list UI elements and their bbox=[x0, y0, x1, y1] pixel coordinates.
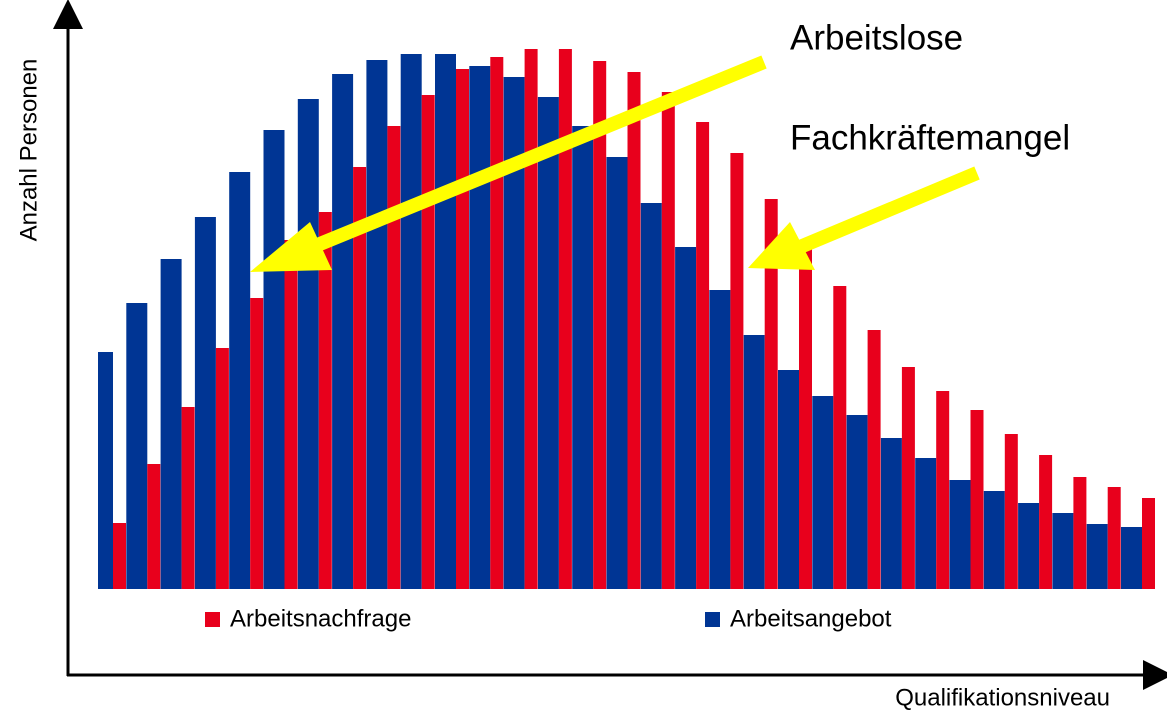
bar bbox=[229, 172, 251, 589]
arrow bbox=[748, 166, 980, 270]
bar bbox=[743, 335, 765, 589]
bar bbox=[537, 97, 559, 589]
bar bbox=[867, 330, 881, 589]
legend-label: Arbeitsnachfrage bbox=[230, 605, 411, 632]
arrow bbox=[250, 55, 767, 272]
bar bbox=[387, 126, 401, 589]
bar bbox=[696, 122, 710, 589]
bar bbox=[524, 49, 538, 589]
bar bbox=[1052, 513, 1074, 589]
bar bbox=[640, 203, 662, 589]
bar bbox=[1142, 498, 1155, 589]
bar bbox=[194, 217, 216, 589]
bar bbox=[366, 60, 388, 589]
bar bbox=[1004, 434, 1018, 589]
bar bbox=[833, 286, 847, 589]
bar bbox=[627, 72, 641, 589]
bar bbox=[263, 130, 285, 589]
bar bbox=[1018, 503, 1040, 589]
legend-swatch bbox=[205, 612, 220, 627]
legend-swatch bbox=[705, 612, 720, 627]
bar bbox=[1121, 527, 1142, 589]
bar bbox=[1039, 455, 1053, 589]
bar bbox=[778, 370, 799, 589]
bar bbox=[284, 240, 298, 589]
bar bbox=[572, 126, 594, 589]
bar bbox=[1107, 487, 1121, 589]
y-axis-label: Anzahl Personen bbox=[15, 59, 42, 242]
bar bbox=[490, 57, 504, 589]
bar bbox=[799, 241, 812, 589]
bar bbox=[181, 407, 195, 589]
bar bbox=[250, 298, 264, 589]
bar bbox=[400, 54, 422, 589]
bar bbox=[98, 352, 113, 589]
bar bbox=[297, 99, 319, 589]
bar bbox=[353, 167, 367, 589]
bar bbox=[730, 153, 744, 589]
bar bbox=[915, 458, 937, 589]
legend: Arbeitsnachfrage Arbeitsangebot bbox=[205, 605, 892, 632]
bar bbox=[880, 438, 902, 589]
bar bbox=[215, 348, 229, 589]
bar bbox=[469, 66, 491, 589]
bar bbox=[318, 212, 332, 589]
bar bbox=[983, 491, 1005, 589]
bar bbox=[332, 74, 354, 589]
bar bbox=[1086, 524, 1108, 589]
bar bbox=[812, 396, 834, 589]
bar bbox=[147, 464, 161, 589]
x-axis-label: Qualifikationsniveau bbox=[895, 684, 1110, 711]
bar bbox=[901, 367, 915, 589]
bar bbox=[709, 290, 731, 589]
annotation: Fachkräftemangel bbox=[790, 118, 1070, 157]
bar bbox=[160, 259, 182, 589]
bar bbox=[606, 157, 628, 589]
bar bbox=[661, 92, 675, 589]
bar bbox=[949, 480, 971, 589]
bar bbox=[970, 410, 984, 589]
annotation: Arbeitslose bbox=[790, 18, 963, 57]
bar bbox=[503, 77, 525, 589]
bar bbox=[421, 95, 435, 589]
bar bbox=[435, 54, 456, 589]
bar bbox=[456, 69, 469, 589]
bar bbox=[1073, 477, 1087, 589]
bar bbox=[675, 247, 697, 589]
bar bbox=[113, 523, 126, 589]
bar bbox=[846, 415, 868, 589]
bar bbox=[764, 199, 778, 589]
plot-area bbox=[98, 49, 1155, 589]
bar bbox=[558, 49, 572, 589]
legend-label: Arbeitsangebot bbox=[730, 605, 892, 632]
bar bbox=[936, 391, 950, 589]
bar bbox=[126, 303, 148, 589]
bar bbox=[593, 61, 607, 589]
